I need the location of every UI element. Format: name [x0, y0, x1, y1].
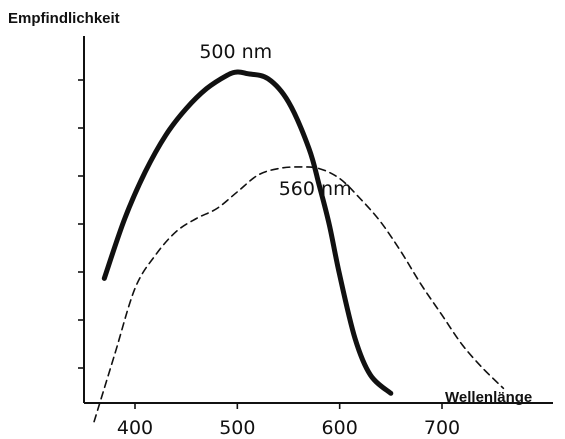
y-axis-ticks [78, 79, 84, 369]
x-axis-ticks: 400 500 600 700 [117, 403, 460, 439]
peak-label-1: 500 nm [199, 41, 272, 63]
peak-label-2: 560 nm [279, 178, 352, 200]
x-axis-label: Wellenlänge [445, 389, 532, 406]
x-tick-label-400: 400 [117, 417, 153, 439]
solid-sensitivity-curve [101, 69, 394, 396]
x-tick-label-600: 600 [322, 417, 358, 439]
series-layer [93, 69, 505, 423]
dashed-sensitivity-curve [93, 166, 505, 423]
x-tick-label-700: 700 [424, 417, 460, 439]
y-axis-label: Empfindlichkeit [8, 10, 120, 27]
annotations-layer: 500 nm 560 nm [199, 41, 351, 200]
x-tick-label-500: 500 [219, 417, 255, 439]
